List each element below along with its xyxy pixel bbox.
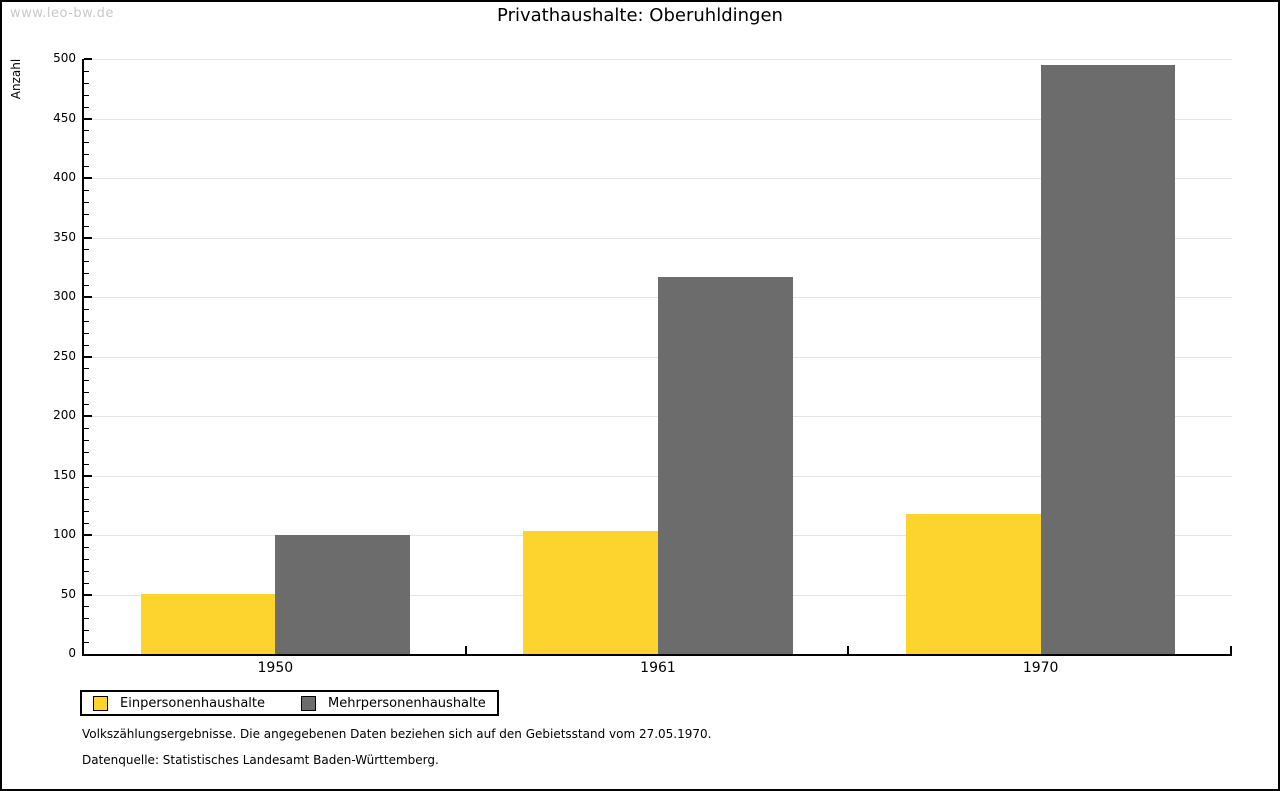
y-minor-tick — [84, 166, 89, 168]
y-major-tick — [84, 236, 92, 239]
y-minor-tick — [84, 451, 89, 453]
chart-title: Privathaushalte: Oberuhldingen — [497, 5, 783, 26]
y-minor-tick — [84, 570, 89, 572]
legend-label: Einpersonenhaushalte — [120, 695, 265, 711]
plot-area — [82, 58, 1232, 656]
y-minor-tick — [84, 225, 89, 227]
gridline-y-450 — [84, 118, 1232, 120]
x-category-label-1961: 1961 — [640, 660, 676, 676]
y-major-tick — [84, 177, 92, 179]
footnote-gebietsstand: Volkszählungsergebnisse. Die angegebenen… — [82, 727, 712, 741]
y-minor-tick — [84, 332, 89, 334]
bar-Einpersonenhaushalte-1950 — [140, 594, 276, 654]
gridline-y-400 — [84, 178, 1232, 179]
gridline-y-350 — [84, 237, 1232, 239]
y-tick-label-50: 50 — [60, 586, 76, 601]
y-minor-tick — [84, 439, 89, 441]
footnote-datenquelle: Datenquelle: Statistisches Landesamt Bad… — [82, 753, 439, 767]
bar-Einpersonenhaushalte-1961 — [523, 531, 658, 654]
y-tick-label-150: 150 — [53, 467, 76, 482]
y-minor-tick — [84, 487, 89, 489]
y-tick-label-400: 400 — [53, 170, 76, 184]
y-tick-label-200: 200 — [53, 408, 76, 422]
y-minor-tick — [84, 463, 89, 465]
y-minor-tick — [84, 285, 89, 287]
y-tick-label-250: 250 — [53, 348, 76, 363]
y-minor-tick — [84, 70, 89, 72]
y-minor-tick — [84, 380, 89, 382]
y-major-tick — [84, 474, 92, 477]
y-minor-tick — [84, 582, 89, 584]
y-minor-tick — [84, 189, 89, 191]
y-minor-tick — [84, 106, 89, 108]
y-major-tick — [84, 355, 92, 358]
y-minor-tick — [84, 320, 89, 322]
y-minor-tick — [84, 130, 89, 132]
gridline-y-500 — [84, 59, 1232, 60]
y-minor-tick — [84, 558, 89, 560]
bar-Mehrpersonenhaushalte-1950 — [275, 535, 410, 654]
y-major-tick — [84, 117, 92, 120]
y-major-tick — [84, 593, 92, 596]
x-boundary-tick — [1230, 646, 1232, 654]
bar-Mehrpersonenhaushalte-1961 — [658, 277, 793, 654]
bar-Mehrpersonenhaushalte-1970 — [1040, 65, 1176, 654]
x-category-label-1970: 1970 — [1022, 660, 1059, 676]
y-tick-label-450: 450 — [53, 110, 76, 125]
y-major-tick — [84, 58, 92, 60]
y-minor-tick — [84, 404, 89, 406]
y-minor-tick — [84, 523, 89, 525]
x-boundary-tick — [464, 646, 467, 654]
y-tick-label-0: 0 — [68, 646, 76, 660]
legend: Einpersonenhaushalte Mehrpersonenhaushal… — [80, 690, 499, 716]
y-tick-label-350: 350 — [53, 229, 76, 244]
y-minor-tick — [84, 427, 89, 429]
y-minor-tick — [84, 618, 89, 620]
y-minor-tick — [84, 201, 89, 203]
x-category-label-1950: 1950 — [257, 660, 294, 676]
legend-item-mehrpersonenhaushalte: Mehrpersonenhaushalte — [301, 695, 486, 711]
watermark: www.leo-bw.de — [10, 6, 114, 21]
y-major-tick — [84, 296, 92, 298]
y-minor-tick — [84, 546, 89, 548]
legend-label: Mehrpersonenhaushalte — [328, 695, 486, 711]
y-minor-tick — [84, 142, 89, 144]
y-tick-label-500: 500 — [53, 51, 76, 65]
legend-item-einpersonenhaushalte: Einpersonenhaushalte — [93, 695, 265, 711]
y-minor-tick — [84, 642, 89, 644]
y-major-tick — [84, 415, 92, 417]
y-minor-tick — [84, 249, 89, 251]
y-minor-tick — [84, 94, 89, 96]
bar-Einpersonenhaushalte-1970 — [906, 514, 1041, 654]
y-minor-tick — [84, 344, 89, 346]
y-minor-tick — [84, 82, 89, 84]
y-minor-tick — [84, 630, 89, 632]
x-boundary-tick — [847, 646, 850, 654]
y-minor-tick — [84, 368, 89, 370]
y-tick-label-300: 300 — [53, 289, 76, 303]
legend-swatch-gray — [301, 695, 316, 711]
legend-swatch-yellow — [93, 695, 108, 711]
y-minor-tick — [84, 273, 89, 275]
y-minor-tick — [84, 213, 89, 215]
y-minor-tick — [84, 154, 89, 156]
y-major-tick — [84, 534, 92, 536]
y-minor-tick — [84, 261, 89, 263]
y-minor-tick — [84, 392, 89, 394]
y-minor-tick — [84, 308, 89, 310]
y-minor-tick — [84, 511, 89, 513]
y-minor-tick — [84, 606, 89, 608]
y-tick-label-100: 100 — [53, 527, 76, 541]
y-minor-tick — [84, 499, 89, 501]
